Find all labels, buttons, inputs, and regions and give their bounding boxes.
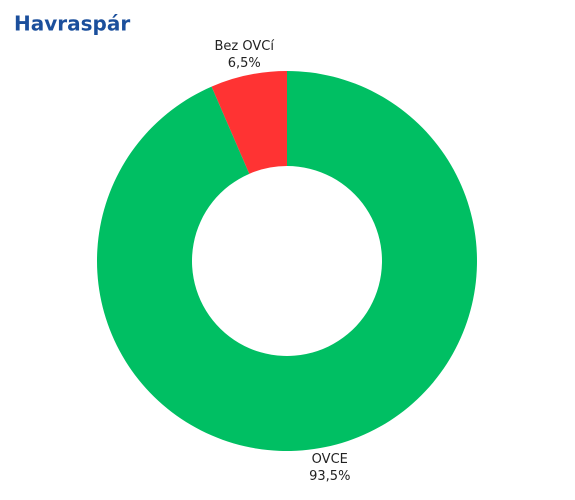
value-label: 93,5% [309,469,350,484]
slice [97,71,478,451]
slice-label: OVCE [312,452,348,467]
slice-label: Bez OVCí [214,39,274,54]
chart-title: Havraspár [14,12,130,36]
slice [211,71,287,174]
value-label: 6,5% [228,56,261,71]
